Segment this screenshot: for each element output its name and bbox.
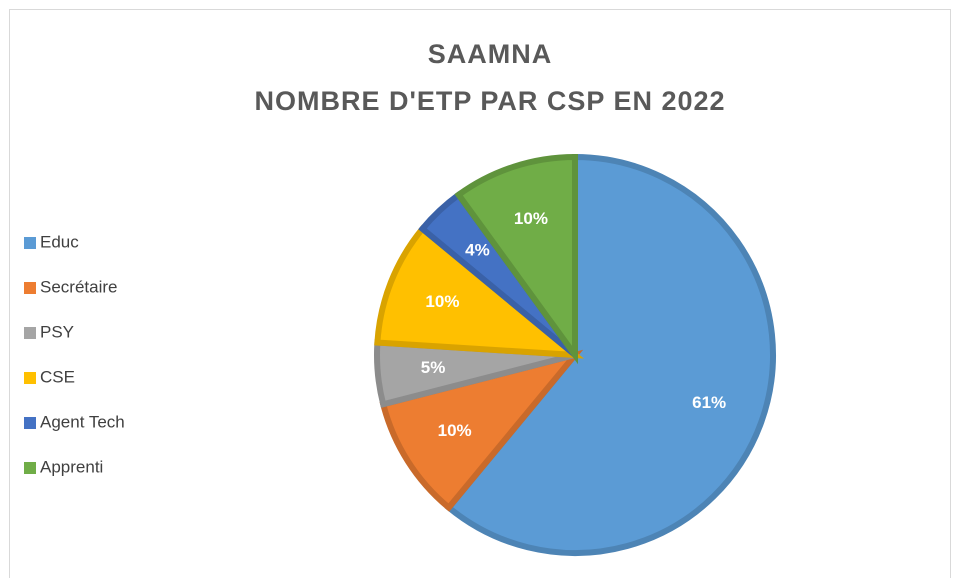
chart-title: NOMBRE D'ETP PAR CSP EN 2022 (254, 86, 725, 116)
data-label: 61% (692, 393, 726, 412)
pie-slice (444, 153, 776, 556)
legend-label: Apprenti (40, 457, 103, 476)
legend-swatch (24, 237, 36, 249)
data-label: 4% (465, 241, 490, 260)
legend-swatch (24, 462, 36, 474)
pie-slice (454, 153, 578, 365)
data-label: 10% (425, 292, 459, 311)
legend-swatch (24, 372, 36, 384)
legend-label: Secrétaire (40, 277, 117, 296)
data-label: 5% (421, 358, 446, 377)
data-label: 10% (514, 209, 548, 228)
pie-slice (374, 224, 585, 359)
data-label: 10% (438, 421, 472, 440)
legend-label: CSE (40, 367, 75, 386)
chart-title: SAAMNA (428, 39, 553, 69)
legend-label: Educ (40, 232, 79, 251)
legend-swatch (24, 417, 36, 429)
legend-swatch (24, 327, 36, 339)
legend-label: Agent Tech (40, 412, 125, 431)
legend-swatch (24, 282, 36, 294)
legend-label: PSY (40, 322, 74, 341)
